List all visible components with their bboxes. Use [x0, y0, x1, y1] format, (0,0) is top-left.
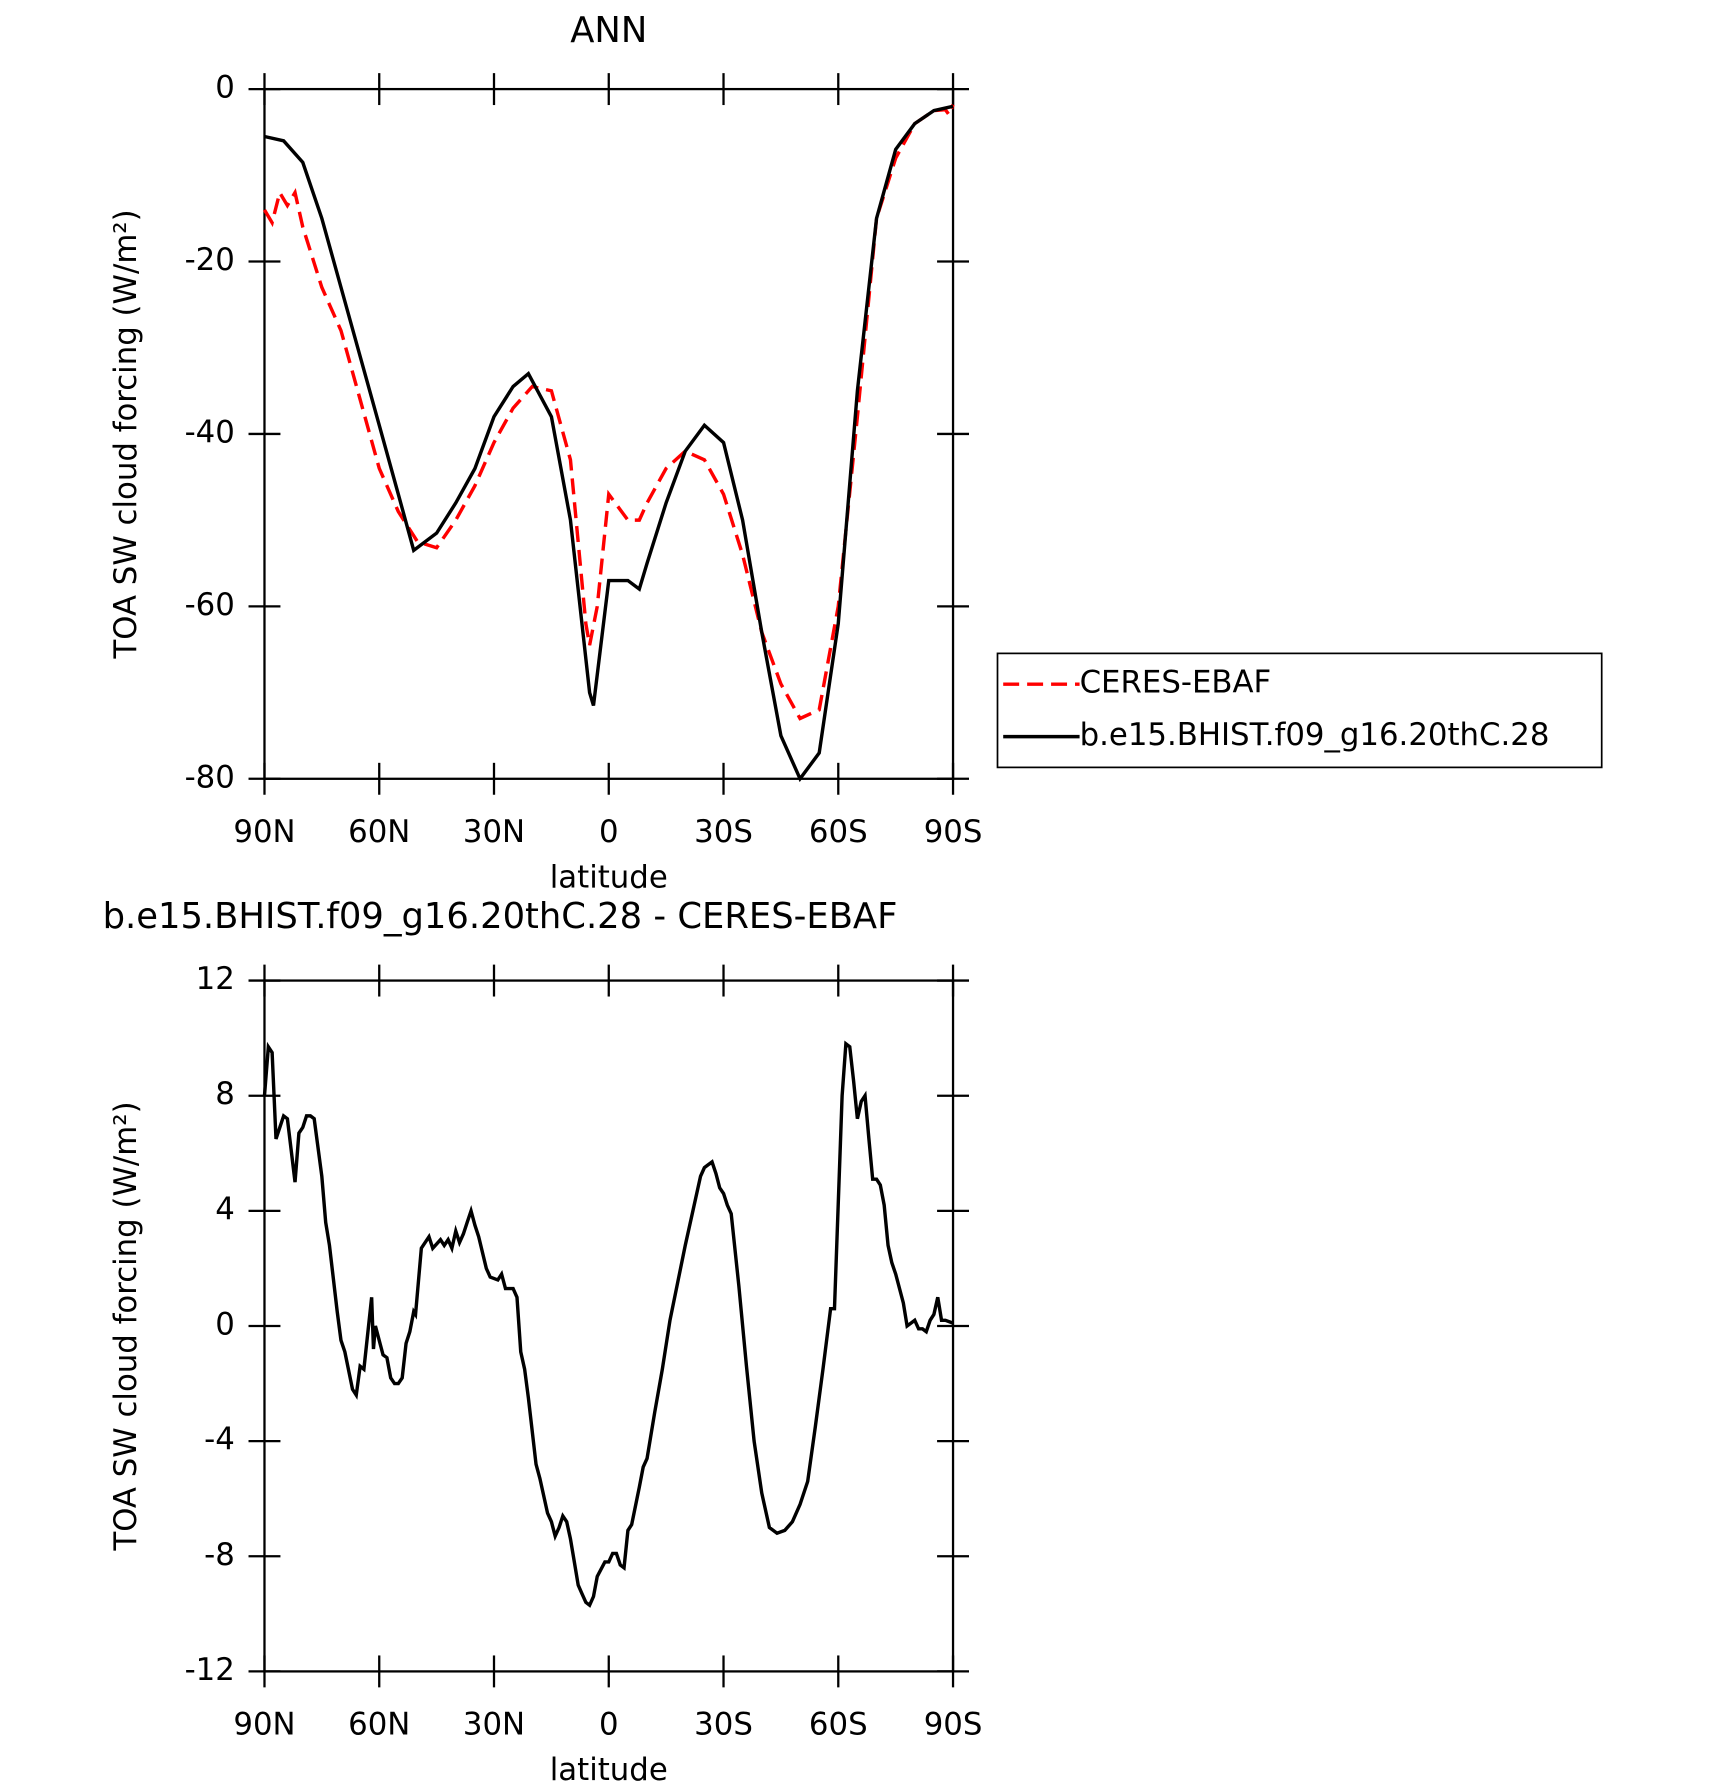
y-tick-label: 0 — [215, 70, 235, 106]
y-tick-label: 12 — [196, 961, 235, 997]
x-tick-label: 30N — [463, 814, 525, 850]
x-tick-label: 90N — [233, 1707, 295, 1743]
y-tick-label: 8 — [215, 1076, 235, 1112]
x-tick-label: 60S — [809, 814, 868, 850]
legend-box — [996, 652, 1603, 769]
y-tick-label: -60 — [185, 587, 235, 623]
x-tick-label: 0 — [599, 1707, 619, 1743]
x-tick-label: 60N — [348, 1707, 410, 1743]
legend-label: b.e15.BHIST.f09_g16.20thC.28 — [1080, 717, 1550, 753]
x-tick-label: 60N — [348, 814, 410, 850]
chart-title: b.e15.BHIST.f09_g16.20thC.28 - CERES-EBA… — [103, 896, 898, 937]
y-tick-label: -40 — [185, 414, 235, 450]
x-tick-label: 90N — [233, 814, 295, 850]
x-axis-label: latitude — [550, 1752, 668, 1788]
x-tick-label: 30S — [694, 814, 753, 850]
chart-title: ANN — [570, 10, 647, 51]
x-tick-label: 90S — [924, 814, 983, 850]
y-tick-label: -80 — [185, 759, 235, 795]
legend-label: CERES-EBAF — [1080, 665, 1272, 701]
y-tick-label: 0 — [215, 1306, 235, 1342]
y-tick-label: 4 — [215, 1191, 235, 1227]
x-tick-label: 30N — [463, 1707, 525, 1743]
y-axis-label: TOA SW cloud forcing (W/m²) — [108, 209, 144, 659]
x-tick-label: 0 — [599, 814, 619, 850]
data-line — [262, 1040, 954, 1608]
x-axis-label: latitude — [550, 860, 668, 896]
x-tick-label: 60S — [809, 1707, 868, 1743]
y-tick-label: -8 — [204, 1537, 235, 1573]
plot-frame — [263, 87, 955, 780]
y-tick-label: -20 — [185, 242, 235, 278]
y-tick-label: -4 — [204, 1422, 235, 1458]
x-tick-label: 30S — [694, 1707, 753, 1743]
y-tick-label: -12 — [185, 1652, 235, 1688]
data-line — [264, 104, 954, 783]
x-tick-label: 90S — [924, 1707, 983, 1743]
data-line — [263, 103, 955, 721]
y-axis-label: TOA SW cloud forcing (W/m²) — [108, 1101, 144, 1551]
